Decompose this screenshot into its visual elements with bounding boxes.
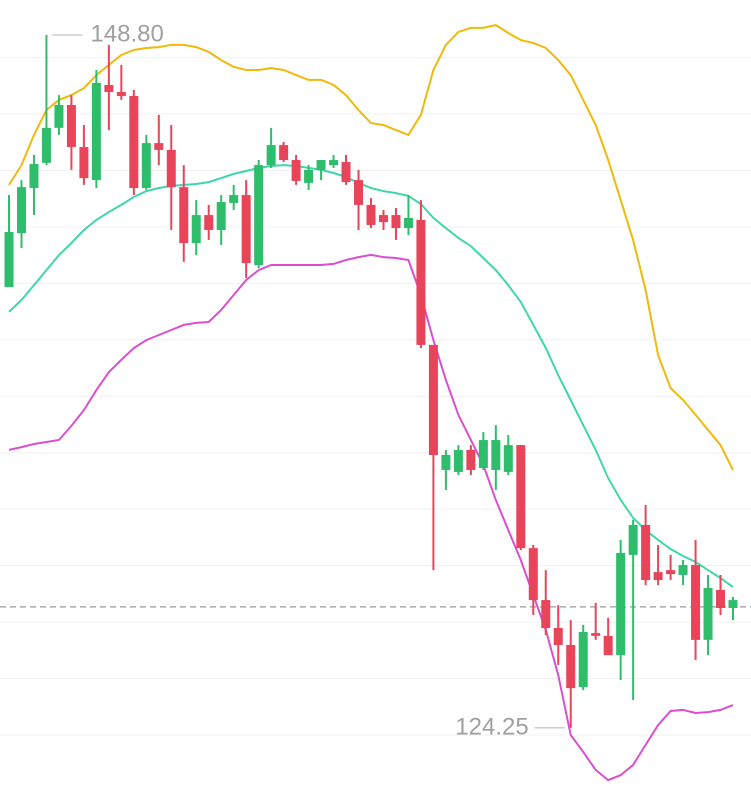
candle-body	[141, 143, 151, 188]
candle-body	[403, 217, 413, 229]
candle-body	[216, 202, 226, 231]
candle-body	[91, 82, 101, 181]
candle-body	[466, 449, 476, 470]
candle-body	[116, 92, 126, 96]
candle-body	[29, 163, 39, 188]
candle-body	[641, 524, 651, 581]
candle-body	[79, 147, 89, 179]
candle-body	[666, 570, 676, 575]
candle-body	[478, 440, 488, 468]
candle-body	[441, 454, 451, 470]
candle-body	[678, 565, 688, 575]
candle-body	[16, 187, 26, 234]
candle-body	[254, 165, 264, 266]
candle-body	[66, 104, 76, 148]
candle-body	[453, 449, 463, 472]
candle-body	[41, 127, 51, 163]
candle-body	[503, 445, 513, 472]
candle-body	[566, 644, 576, 689]
candle-body	[354, 180, 364, 205]
candle-body	[616, 552, 626, 656]
candle-body	[279, 145, 289, 161]
candle-body	[628, 524, 638, 555]
candle-body	[129, 95, 139, 188]
candle-body	[553, 628, 563, 645]
candle-body	[541, 600, 551, 629]
candle-body	[491, 440, 501, 470]
candle-body	[4, 232, 14, 288]
candle-body	[179, 187, 189, 244]
candle-body	[341, 162, 351, 183]
candle-body	[304, 169, 314, 183]
candle-body	[653, 572, 663, 581]
candle-body	[166, 149, 176, 188]
candle-body	[54, 104, 64, 128]
candle-body	[728, 600, 738, 608]
low-label: 124.25	[455, 713, 528, 740]
candle-body	[329, 160, 339, 166]
band-line	[8, 253, 734, 782]
candle-body	[204, 215, 214, 231]
candle-body	[266, 145, 276, 166]
candle-body	[428, 344, 438, 455]
candle-body	[291, 160, 301, 181]
candle-body	[104, 84, 114, 93]
candle-body	[528, 548, 538, 601]
candle-body	[716, 589, 726, 608]
candle-body	[316, 160, 326, 170]
candle-body	[366, 204, 376, 225]
candle-body	[154, 143, 164, 150]
candle-body	[578, 631, 588, 688]
candle-body	[516, 445, 526, 549]
candle-body	[591, 633, 601, 636]
candle-body	[391, 215, 401, 229]
candle-body	[229, 195, 239, 203]
band-line	[8, 24, 734, 471]
candle-body	[378, 215, 388, 223]
candle-body	[241, 195, 251, 264]
candle-body	[703, 587, 713, 640]
high-label: 148.80	[90, 20, 163, 47]
candle-body	[603, 635, 613, 656]
band-line	[8, 164, 734, 588]
candle-body	[191, 215, 201, 244]
candle-body	[416, 219, 426, 345]
candle-body	[691, 565, 701, 640]
